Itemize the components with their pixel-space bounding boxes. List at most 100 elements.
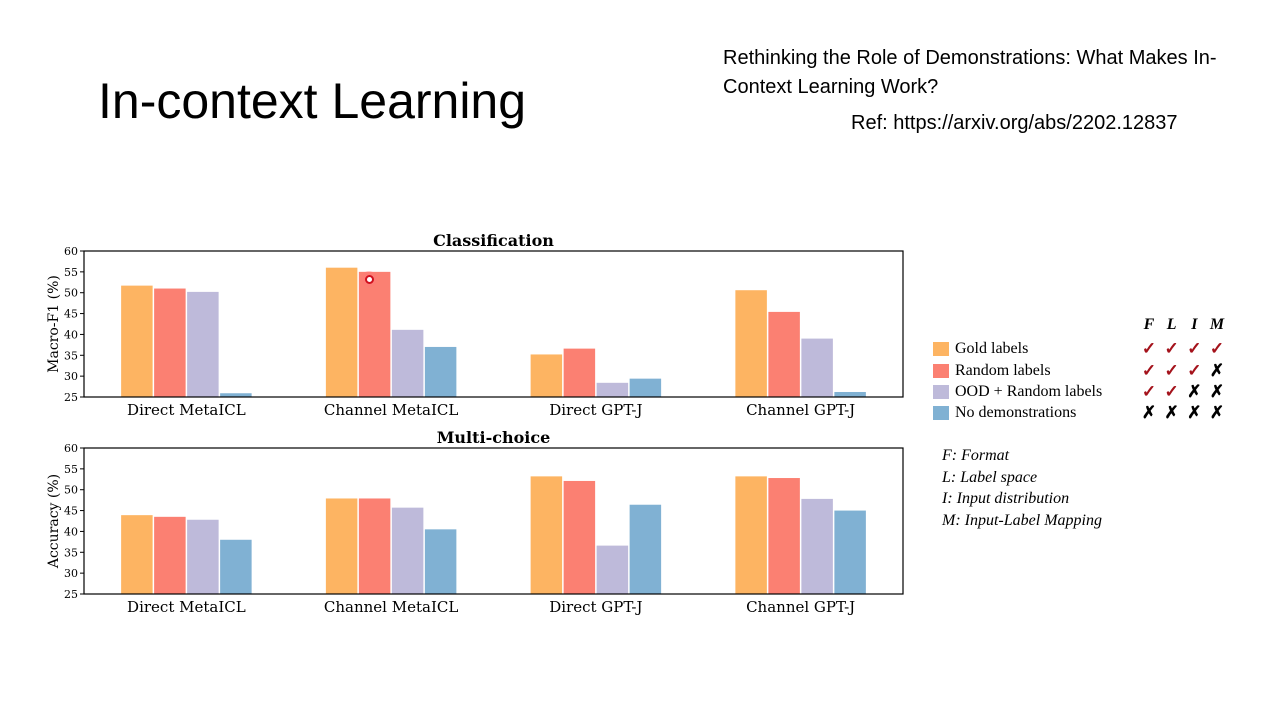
check-icon: ✓ <box>1164 361 1179 380</box>
bar <box>596 382 629 397</box>
legend-swatch <box>933 342 949 356</box>
y-tick-label: 35 <box>64 349 78 362</box>
bar <box>358 498 391 594</box>
cross-icon: ✗ <box>1209 382 1225 401</box>
legend-label: Random labels <box>955 362 1051 379</box>
definition-format: F: Format <box>942 447 1010 464</box>
legend-item: OOD + Random labels <box>933 381 1102 403</box>
bar <box>801 498 833 594</box>
plot-frame <box>83 250 904 398</box>
y-tick-label: 25 <box>64 588 78 601</box>
y-tick-label: 40 <box>64 328 78 341</box>
legend-header-i: I <box>1191 316 1198 333</box>
y-tick-label: 50 <box>64 484 78 497</box>
y-tick-label: 30 <box>64 370 78 383</box>
bar <box>563 348 596 397</box>
bar <box>834 510 866 594</box>
bar <box>325 498 358 594</box>
bar <box>530 354 563 397</box>
bar <box>424 346 457 397</box>
legend-label: No demonstrations <box>955 404 1077 421</box>
y-tick-label: 55 <box>64 266 78 279</box>
cross-icon: ✗ <box>1164 403 1179 422</box>
bar <box>768 311 800 397</box>
bar <box>801 338 833 397</box>
check-icon: ✓ <box>1164 382 1179 401</box>
category-label: Channel GPT-J <box>746 598 855 616</box>
chart-title: Classification <box>433 231 554 250</box>
bar <box>391 507 424 594</box>
y-tick-label: 30 <box>64 567 78 580</box>
cross-icon: ✗ <box>1209 361 1225 380</box>
category-label: Direct GPT-J <box>549 401 642 419</box>
check-icon: ✓ <box>1209 339 1225 358</box>
y-tick-label: 45 <box>64 308 78 321</box>
check-icon: ✓ <box>1141 361 1157 380</box>
bar <box>121 515 153 594</box>
legend-marks: ✓ ✓ ✓ ✗ <box>1138 360 1228 382</box>
cross-icon: ✗ <box>1187 403 1202 422</box>
y-tick-label: 60 <box>64 245 78 258</box>
bar <box>596 545 629 594</box>
bar <box>358 271 391 397</box>
definition-input-distribution: I: Input distribution <box>942 490 1070 507</box>
bar <box>629 504 662 594</box>
y-tick-label: 45 <box>64 505 78 518</box>
cross-icon: ✗ <box>1209 403 1225 422</box>
bar <box>424 529 457 594</box>
legend-item: No demonstrations <box>933 402 1076 424</box>
y-tick-label: 40 <box>64 525 78 538</box>
bar <box>154 516 186 594</box>
bar <box>220 393 252 397</box>
legend-swatch <box>933 364 949 378</box>
category-label: Direct MetaICL <box>127 401 246 419</box>
bar <box>530 476 563 594</box>
check-icon: ✓ <box>1187 361 1202 380</box>
y-tick-label: 60 <box>64 442 78 455</box>
legend-headers: F L I M <box>1138 316 1228 334</box>
legend-label: OOD + Random labels <box>955 383 1103 400</box>
bar <box>187 291 219 397</box>
bar <box>220 539 252 594</box>
bar <box>768 478 800 594</box>
bar <box>154 288 186 397</box>
category-label: Channel MetaICL <box>324 598 458 616</box>
definition-label-space: L: Label space <box>942 468 1038 486</box>
y-tick-label: 50 <box>64 287 78 300</box>
legend-marks: ✓ ✓ ✓ ✓ <box>1138 338 1228 360</box>
bar <box>563 480 596 594</box>
cross-icon: ✗ <box>1187 382 1202 401</box>
bar <box>391 329 424 397</box>
cross-icon: ✗ <box>1141 403 1157 422</box>
bar <box>735 290 767 397</box>
bar <box>325 267 358 397</box>
category-label: Direct MetaICL <box>127 598 246 616</box>
bar <box>121 285 153 397</box>
category-label: Direct GPT-J <box>549 598 642 616</box>
category-label: Channel MetaICL <box>324 401 458 419</box>
paper-title: Rethinking the Role of Demonstrations: W… <box>723 47 1217 98</box>
cursor-indicator <box>361 271 377 287</box>
definition-input-label-mapping: M: Input-Label Mapping <box>942 511 1102 529</box>
definitions: F: Format L: Label space I: Input distri… <box>942 445 1102 531</box>
check-icon: ✓ <box>1141 382 1157 401</box>
check-icon: ✓ <box>1141 339 1157 358</box>
slide-title: In-context Learning <box>98 73 527 129</box>
paper-reference: Ref: https://arxiv.org/abs/2202.12837 <box>851 112 1178 134</box>
y-tick-label: 25 <box>64 391 78 404</box>
legend-swatch <box>933 385 949 399</box>
legend-marks: ✓ ✓ ✗ ✗ <box>1138 381 1228 403</box>
legend-item: Gold labels <box>933 338 1028 360</box>
bar <box>735 476 767 594</box>
bar <box>834 391 866 397</box>
category-label: Channel GPT-J <box>746 401 855 419</box>
y-tick-label: 35 <box>64 546 78 559</box>
legend-item: Random labels <box>933 360 1051 382</box>
chart-title: Multi-choice <box>437 428 551 447</box>
legend-swatch <box>933 406 949 420</box>
legend-marks: ✗ ✗ ✗ ✗ <box>1138 402 1228 424</box>
legend-label: Gold labels <box>955 340 1029 357</box>
legend-header-m: M <box>1209 316 1225 333</box>
plot-frame <box>83 447 904 595</box>
